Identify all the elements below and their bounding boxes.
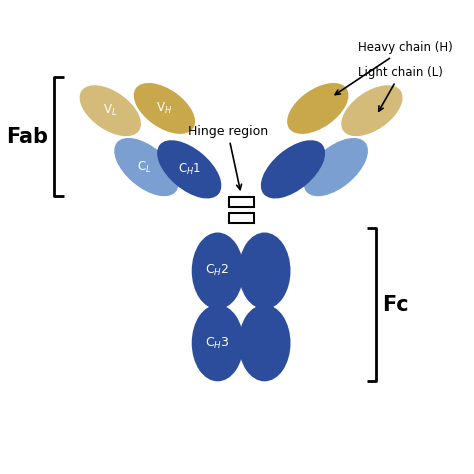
Text: V$_L$: V$_L$ bbox=[103, 103, 118, 118]
Ellipse shape bbox=[191, 232, 244, 309]
Text: Fc: Fc bbox=[382, 295, 409, 315]
Ellipse shape bbox=[80, 85, 141, 136]
Bar bbox=[228, 197, 254, 207]
Ellipse shape bbox=[287, 83, 348, 134]
Text: Fab: Fab bbox=[7, 127, 48, 146]
Ellipse shape bbox=[238, 232, 291, 309]
Ellipse shape bbox=[114, 138, 179, 196]
Ellipse shape bbox=[134, 83, 195, 134]
Text: Hinge region: Hinge region bbox=[188, 125, 268, 190]
Text: C$_H$3: C$_H$3 bbox=[205, 336, 230, 351]
Bar bbox=[228, 213, 254, 223]
Text: C$_H$2: C$_H$2 bbox=[205, 263, 230, 278]
Ellipse shape bbox=[191, 305, 244, 382]
Ellipse shape bbox=[341, 85, 402, 136]
Text: C$_L$: C$_L$ bbox=[137, 160, 151, 174]
Text: C$_H$1: C$_H$1 bbox=[178, 162, 201, 177]
Text: Heavy chain (H): Heavy chain (H) bbox=[335, 41, 453, 95]
Text: Light chain (L): Light chain (L) bbox=[358, 66, 443, 111]
Ellipse shape bbox=[157, 140, 221, 199]
Ellipse shape bbox=[238, 305, 291, 382]
Ellipse shape bbox=[261, 140, 325, 199]
Text: V$_H$: V$_H$ bbox=[156, 101, 173, 116]
Ellipse shape bbox=[304, 138, 368, 196]
